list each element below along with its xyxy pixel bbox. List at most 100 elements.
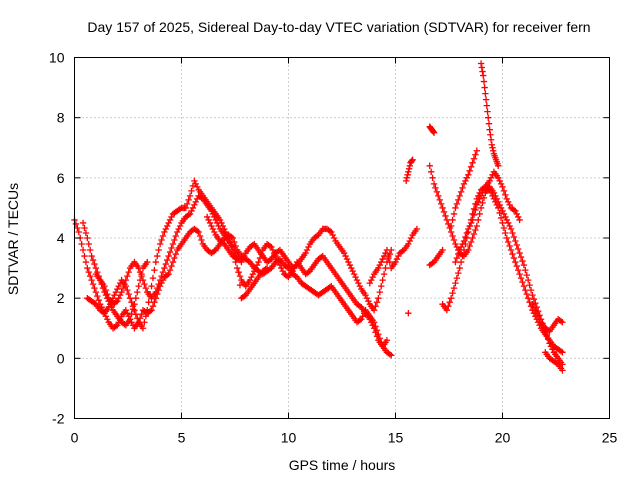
data-point bbox=[481, 84, 488, 91]
data-point bbox=[373, 333, 381, 340]
data-point bbox=[443, 216, 451, 224]
data-point bbox=[506, 222, 513, 230]
data-point bbox=[559, 319, 566, 326]
data-point bbox=[386, 258, 393, 266]
y-tick-label: 4 bbox=[57, 230, 65, 246]
data-point bbox=[405, 165, 413, 173]
data-point bbox=[470, 211, 478, 219]
data-point bbox=[372, 329, 379, 336]
data-point bbox=[373, 298, 381, 306]
data-point bbox=[186, 210, 194, 218]
data-point bbox=[479, 68, 486, 75]
data-point bbox=[159, 232, 167, 240]
data-point bbox=[532, 299, 539, 307]
data-point bbox=[112, 288, 120, 296]
data-point bbox=[222, 228, 229, 236]
data-point bbox=[155, 246, 162, 254]
data-point bbox=[142, 313, 150, 320]
data-point bbox=[532, 307, 539, 314]
data-point bbox=[500, 187, 508, 195]
data-point bbox=[205, 216, 212, 224]
data-point bbox=[302, 249, 309, 257]
data-point bbox=[485, 114, 492, 121]
gridlines bbox=[74, 57, 610, 419]
data-point bbox=[191, 201, 198, 209]
data-point bbox=[510, 206, 518, 214]
data-point bbox=[529, 300, 536, 308]
data-point bbox=[158, 236, 165, 244]
data-point bbox=[449, 216, 456, 224]
data-point bbox=[126, 316, 134, 323]
x-axis-label: GPS time / hours bbox=[289, 457, 396, 473]
data-point bbox=[246, 276, 254, 284]
data-point bbox=[138, 270, 145, 278]
data-point bbox=[530, 303, 538, 311]
data-point bbox=[457, 243, 465, 251]
data-point bbox=[505, 198, 512, 206]
data-point bbox=[99, 284, 107, 292]
data-point bbox=[483, 102, 491, 109]
data-point bbox=[283, 272, 291, 280]
data-point bbox=[472, 226, 479, 234]
data-point bbox=[496, 209, 503, 217]
data-point bbox=[81, 252, 88, 260]
data-point bbox=[330, 234, 338, 242]
data-point bbox=[211, 247, 218, 255]
data-point bbox=[268, 243, 275, 251]
data-point bbox=[169, 240, 177, 248]
data-point bbox=[486, 186, 493, 194]
data-point bbox=[527, 286, 535, 294]
data-point bbox=[146, 308, 154, 315]
data-point bbox=[536, 316, 543, 323]
data-point bbox=[92, 288, 100, 296]
data-point bbox=[155, 280, 162, 288]
data-point bbox=[248, 273, 255, 281]
data-point bbox=[413, 225, 421, 233]
data-point bbox=[452, 258, 459, 266]
data-point bbox=[408, 157, 416, 164]
data-point bbox=[112, 298, 120, 306]
data-point bbox=[495, 162, 502, 169]
data-point bbox=[146, 290, 154, 298]
data-point bbox=[507, 225, 515, 233]
data-point bbox=[348, 264, 355, 272]
data-point bbox=[519, 257, 526, 265]
data-point bbox=[479, 199, 486, 207]
data-point bbox=[86, 246, 94, 254]
data-point bbox=[171, 236, 178, 244]
data-point bbox=[465, 225, 472, 233]
data-point bbox=[184, 200, 191, 208]
data-point bbox=[172, 250, 179, 258]
data-point bbox=[513, 210, 520, 218]
data-point bbox=[125, 268, 132, 276]
data-point bbox=[368, 276, 375, 284]
data-point bbox=[530, 295, 538, 303]
data-point bbox=[104, 294, 111, 302]
data-point bbox=[291, 264, 298, 272]
data-point bbox=[116, 291, 124, 299]
data-point bbox=[326, 227, 334, 235]
data-point bbox=[453, 200, 461, 208]
data-point bbox=[118, 288, 125, 296]
data-point bbox=[479, 189, 486, 197]
data-point bbox=[370, 325, 378, 332]
data-point bbox=[450, 210, 458, 218]
data-point bbox=[487, 136, 495, 143]
data-point bbox=[470, 230, 478, 238]
data-point bbox=[473, 222, 481, 230]
data-point bbox=[482, 96, 490, 103]
data-point bbox=[376, 261, 384, 269]
data-point bbox=[236, 281, 244, 289]
data-point bbox=[305, 243, 312, 251]
data-point bbox=[256, 254, 264, 262]
data-point bbox=[534, 313, 542, 320]
data-point bbox=[141, 280, 148, 288]
data-point bbox=[156, 276, 164, 284]
data-point bbox=[455, 250, 462, 258]
data-point bbox=[519, 278, 526, 286]
data-point bbox=[206, 219, 214, 227]
data-point bbox=[465, 171, 472, 179]
x-tick-label: 10 bbox=[281, 430, 297, 446]
data-point bbox=[366, 279, 374, 287]
data-point bbox=[517, 274, 525, 282]
